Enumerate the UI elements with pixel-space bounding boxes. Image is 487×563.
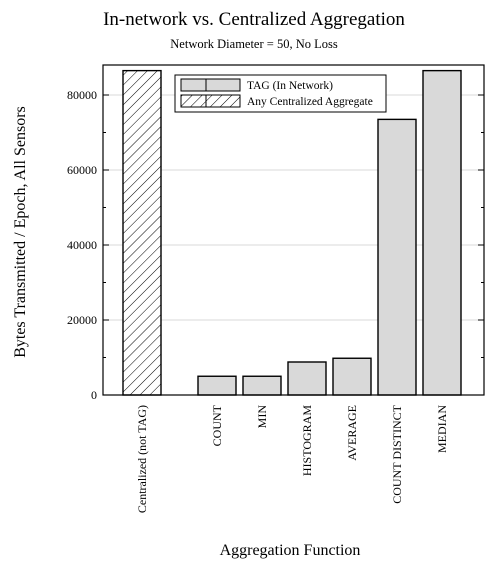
plot-area: 0 20000 40000 60000 80000 Centralized (not TA… [67,64,485,513]
x-tick-label: COUNT DISTINCT [390,404,404,503]
legend-swatch [180,94,241,108]
bar [377,118,417,396]
bar [332,357,372,396]
x-tick-label: HISTOGRAM [300,405,314,476]
x-tick-label: COUNT [210,404,224,446]
x-tick-label: Centralized (not TAG) [135,405,149,513]
x-tick-label: MEDIAN [435,405,449,453]
legend-label: Any Centralized Aggregate [247,96,373,108]
bar [242,375,282,396]
bar [197,375,237,396]
x-tick-label: MIN [255,405,269,429]
bar [422,69,462,396]
y-tick-label: 20000 [67,313,97,327]
y-tick-label: 40000 [67,238,97,252]
chart-title: In-network vs. Centralized Aggregation [103,9,405,30]
legend: TAG (In Network) Any Centralized Aggregat… [174,74,387,113]
bar [122,69,162,396]
y-tick-label: 60000 [67,163,97,177]
bar [287,361,327,396]
y-tick-label: 80000 [67,88,97,102]
legend-label: TAG (In Network) [247,80,333,92]
legend-swatch [180,78,241,92]
y-tick-label: 0 [91,388,97,402]
x-tick-label: AVERAGE [345,405,359,461]
plot-frame [102,64,485,396]
x-axis-label: Aggregation Function [220,542,361,559]
y-axis-label: Bytes Transmitted / Epoch, All Sensors [12,106,29,358]
chart-subtitle: Network Diameter = 50, No Loss [170,37,338,51]
